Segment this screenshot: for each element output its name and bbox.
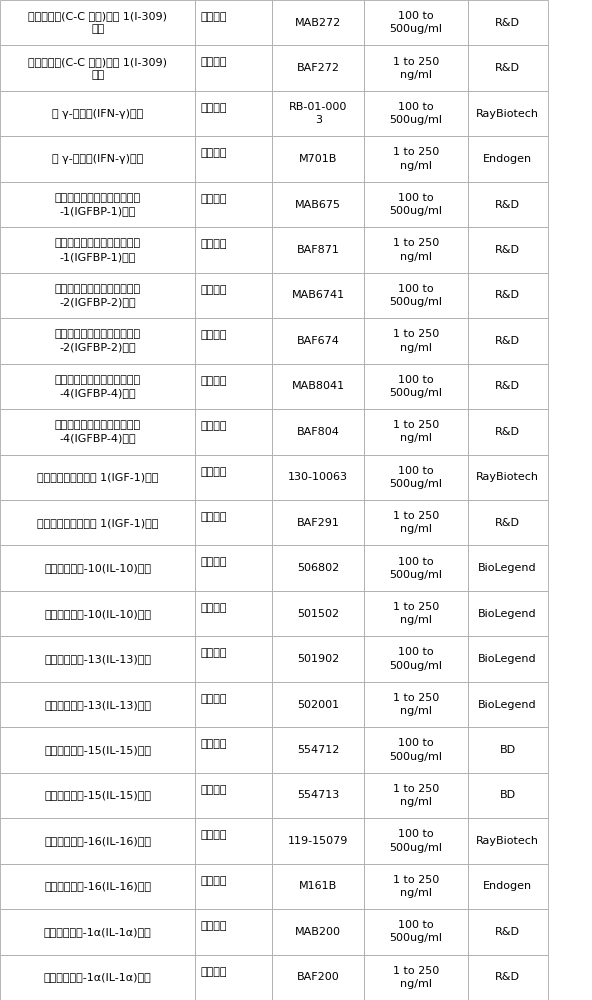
- Bar: [195, 773, 272, 818]
- Bar: [195, 136, 272, 182]
- Text: 抗胰岛素样生长因子 1(IGF-1)抗体: 抗胰岛素样生长因子 1(IGF-1)抗体: [37, 472, 159, 482]
- Bar: [468, 273, 548, 318]
- Text: 捕获抗体: 捕获抗体: [200, 739, 227, 749]
- Text: 1 to 250
ng/ml: 1 to 250 ng/ml: [392, 693, 439, 716]
- Text: 捕获抗体: 捕获抗体: [200, 557, 227, 567]
- Bar: [0, 364, 195, 409]
- Bar: [468, 455, 548, 500]
- Text: 捕获抗体: 捕获抗体: [200, 830, 227, 840]
- Bar: [272, 273, 364, 318]
- Text: 1 to 250
ng/ml: 1 to 250 ng/ml: [392, 238, 439, 262]
- Bar: [195, 682, 272, 727]
- Bar: [272, 682, 364, 727]
- Bar: [364, 500, 468, 545]
- Bar: [195, 227, 272, 273]
- Text: 100 to
500ug/ml: 100 to 500ug/ml: [390, 738, 442, 762]
- Text: 100 to
500ug/ml: 100 to 500ug/ml: [390, 647, 442, 671]
- Bar: [272, 727, 364, 773]
- Bar: [468, 318, 548, 364]
- Bar: [0, 409, 195, 455]
- Text: 1 to 250
ng/ml: 1 to 250 ng/ml: [392, 511, 439, 534]
- Text: M701B: M701B: [299, 154, 337, 164]
- Text: 抗胰岛素样生长因子结合蛋白
-4(IGFBP-4)抗体: 抗胰岛素样生长因子结合蛋白 -4(IGFBP-4)抗体: [54, 420, 141, 443]
- Text: 抗趋化因子(C-C 基序)配体 1(I-309)
抗体: 抗趋化因子(C-C 基序)配体 1(I-309) 抗体: [28, 11, 167, 34]
- Bar: [272, 182, 364, 227]
- Text: 100 to
500ug/ml: 100 to 500ug/ml: [390, 284, 442, 307]
- Bar: [468, 773, 548, 818]
- Bar: [0, 227, 195, 273]
- Bar: [0, 91, 195, 136]
- Bar: [195, 91, 272, 136]
- Text: 100 to
500ug/ml: 100 to 500ug/ml: [390, 375, 442, 398]
- Text: R&D: R&D: [495, 972, 520, 982]
- Text: 100 to
500ug/ml: 100 to 500ug/ml: [390, 466, 442, 489]
- Text: 1 to 250
ng/ml: 1 to 250 ng/ml: [392, 602, 439, 625]
- Bar: [364, 318, 468, 364]
- Bar: [195, 409, 272, 455]
- Text: 1 to 250
ng/ml: 1 to 250 ng/ml: [392, 966, 439, 989]
- Bar: [468, 227, 548, 273]
- Bar: [364, 864, 468, 909]
- Bar: [195, 727, 272, 773]
- Text: R&D: R&D: [495, 927, 520, 937]
- Bar: [364, 364, 468, 409]
- Bar: [272, 955, 364, 1000]
- Text: 抗白细胞介素-16(IL-16)抗体: 抗白细胞介素-16(IL-16)抗体: [44, 881, 151, 891]
- Bar: [195, 182, 272, 227]
- Text: BAF291: BAF291: [297, 518, 340, 528]
- Text: R&D: R&D: [495, 63, 520, 73]
- Bar: [468, 545, 548, 591]
- Text: 抗 γ-干扰素(IFN-γ)抗体: 抗 γ-干扰素(IFN-γ)抗体: [52, 109, 143, 119]
- Text: 抗白细胞介素-10(IL-10)抗体: 抗白细胞介素-10(IL-10)抗体: [44, 563, 151, 573]
- Bar: [272, 136, 364, 182]
- Text: Endogen: Endogen: [483, 154, 532, 164]
- Text: 捕获抗体: 捕获抗体: [200, 467, 227, 477]
- Bar: [0, 773, 195, 818]
- Text: MAB675: MAB675: [295, 200, 341, 210]
- Text: R&D: R&D: [495, 381, 520, 391]
- Bar: [0, 273, 195, 318]
- Bar: [272, 318, 364, 364]
- Text: 抗胰岛素样生长因子结合蛋白
-4(IGFBP-4)抗体: 抗胰岛素样生长因子结合蛋白 -4(IGFBP-4)抗体: [54, 375, 141, 398]
- Text: R&D: R&D: [495, 518, 520, 528]
- Text: 抗胰岛素样生长因子结合蛋白
-2(IGFBP-2)抗体: 抗胰岛素样生长因子结合蛋白 -2(IGFBP-2)抗体: [54, 284, 141, 307]
- Bar: [195, 591, 272, 636]
- Text: 554712: 554712: [297, 745, 339, 755]
- Text: RayBiotech: RayBiotech: [476, 472, 539, 482]
- Bar: [195, 636, 272, 682]
- Text: BAF804: BAF804: [297, 427, 340, 437]
- Text: BioLegend: BioLegend: [478, 609, 537, 619]
- Bar: [272, 227, 364, 273]
- Bar: [272, 545, 364, 591]
- Text: 100 to
500ug/ml: 100 to 500ug/ml: [390, 102, 442, 125]
- Bar: [195, 273, 272, 318]
- Text: 检测抗体: 检测抗体: [200, 603, 227, 613]
- Text: BAF272: BAF272: [297, 63, 340, 73]
- Text: MAB272: MAB272: [295, 18, 342, 28]
- Text: 抗 γ-干扰素(IFN-γ)抗体: 抗 γ-干扰素(IFN-γ)抗体: [52, 154, 143, 164]
- Text: RB-01-000
3: RB-01-000 3: [289, 102, 348, 125]
- Bar: [468, 682, 548, 727]
- Bar: [0, 591, 195, 636]
- Bar: [0, 909, 195, 955]
- Text: 100 to
500ug/ml: 100 to 500ug/ml: [390, 829, 442, 853]
- Bar: [364, 136, 468, 182]
- Text: BAF674: BAF674: [297, 336, 340, 346]
- Bar: [468, 500, 548, 545]
- Bar: [0, 955, 195, 1000]
- Text: 检测抗体: 检测抗体: [200, 239, 227, 249]
- Text: 1 to 250
ng/ml: 1 to 250 ng/ml: [392, 329, 439, 353]
- Text: 抗白细胞介素-15(IL-15)抗体: 抗白细胞介素-15(IL-15)抗体: [44, 745, 151, 755]
- Bar: [272, 909, 364, 955]
- Text: 捕获抗体: 捕获抗体: [200, 648, 227, 658]
- Bar: [272, 45, 364, 91]
- Text: 抗趋化因子(C-C 基序)配体 1(I-309)
抗体: 抗趋化因子(C-C 基序)配体 1(I-309) 抗体: [28, 57, 167, 80]
- Bar: [272, 409, 364, 455]
- Bar: [364, 545, 468, 591]
- Text: 捕获抗体: 捕获抗体: [200, 103, 227, 113]
- Text: 捕获抗体: 捕获抗体: [200, 285, 227, 295]
- Bar: [468, 45, 548, 91]
- Bar: [195, 864, 272, 909]
- Bar: [468, 864, 548, 909]
- Bar: [364, 773, 468, 818]
